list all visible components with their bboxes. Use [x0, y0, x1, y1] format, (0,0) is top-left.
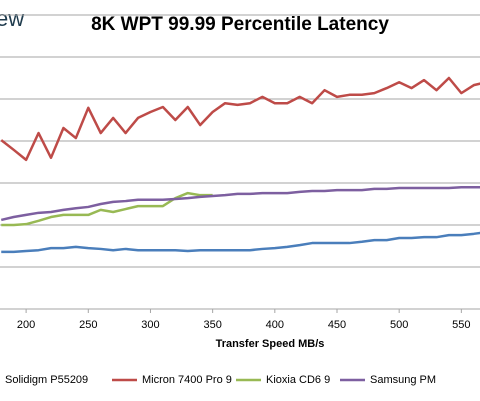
series-line: [0, 185, 480, 222]
series-line: [1, 191, 213, 227]
x-tick-label: 450: [328, 319, 346, 331]
series-line: [0, 76, 480, 162]
legend-label: Samsung PM: [370, 374, 436, 386]
legend-label: Kioxia CD6 9: [266, 374, 330, 386]
legend-label: Solidigm P55209: [5, 374, 88, 386]
x-tick-label: 300: [141, 319, 159, 331]
logo: ew: [0, 6, 24, 31]
series-line: [1, 231, 480, 254]
x-tick-label: 400: [266, 319, 284, 331]
x-tick-label: 250: [79, 319, 97, 331]
x-tick-label: 500: [390, 319, 408, 331]
chart-title: 8K WPT 99.99 Percentile Latency: [91, 14, 389, 35]
x-tick-label: 200: [17, 319, 35, 331]
x-tick-label: 350: [203, 319, 221, 331]
legend-label: Micron 7400 Pro 9: [142, 374, 232, 386]
x-axis-label: Transfer Speed MB/s: [216, 338, 325, 350]
x-tick-label: 550: [452, 319, 470, 331]
